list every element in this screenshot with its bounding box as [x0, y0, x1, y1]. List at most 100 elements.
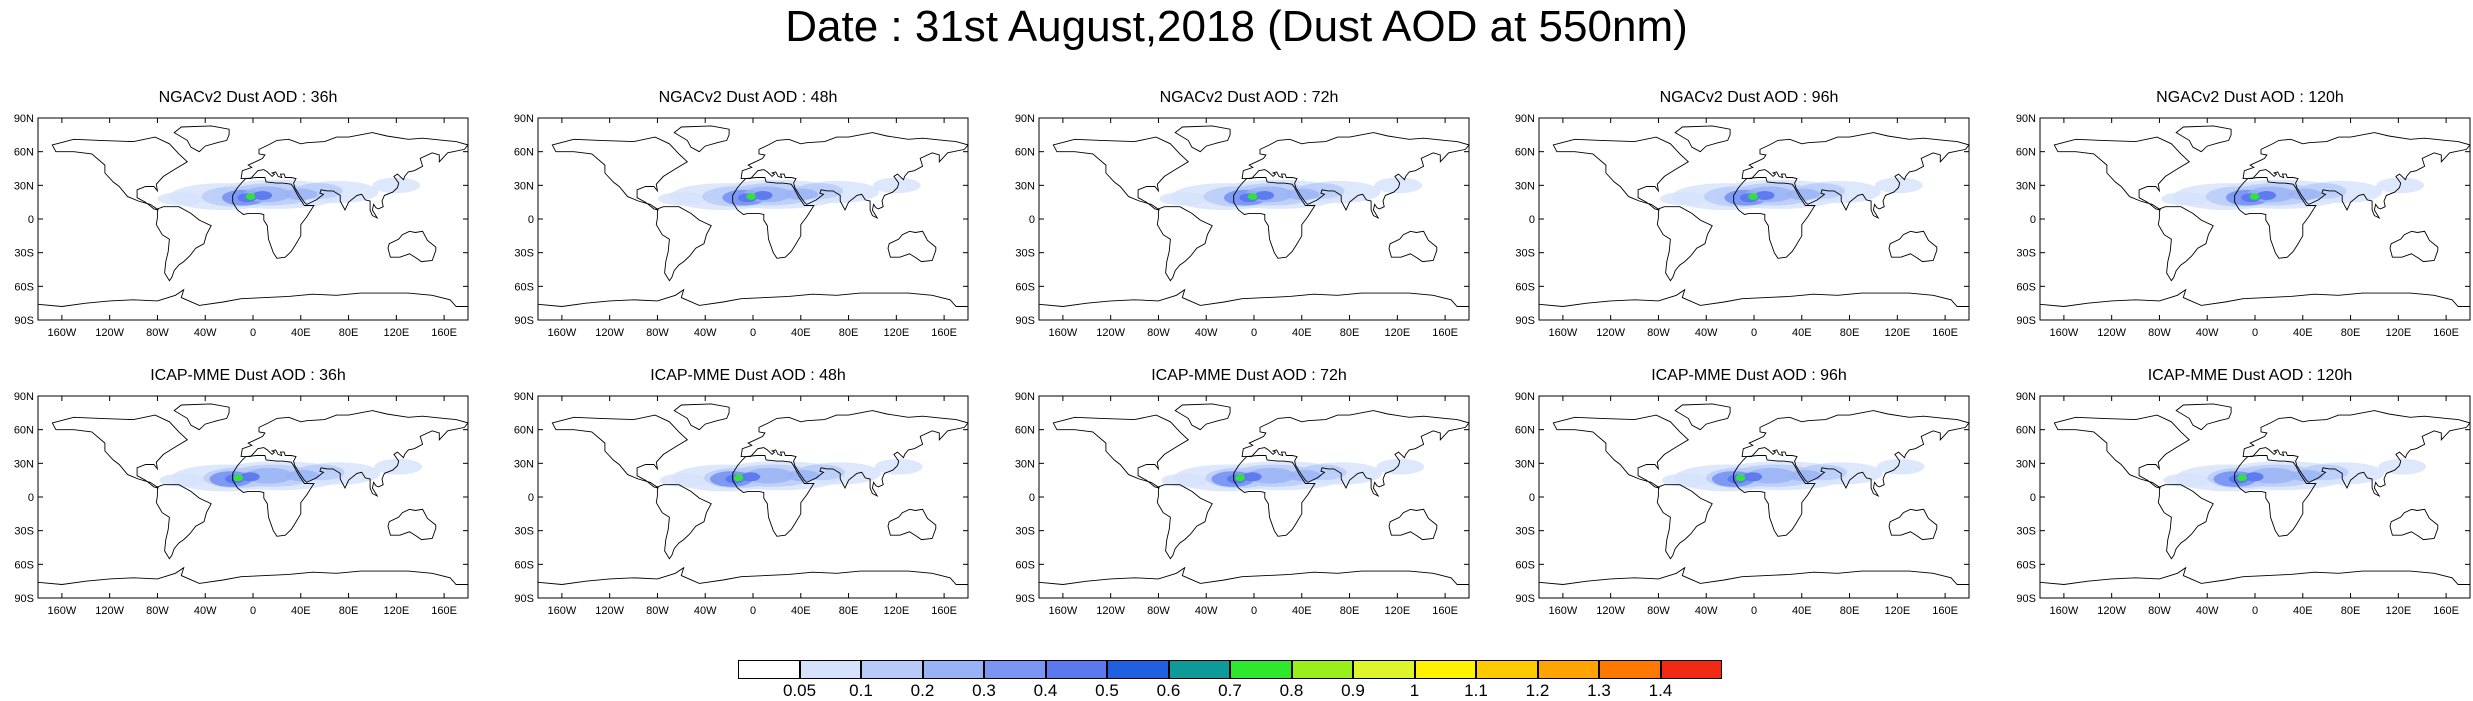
coastline	[655, 484, 712, 560]
dust-aod-blob	[1755, 190, 1775, 200]
lat-tick-label: 30S	[514, 526, 534, 538]
colorbar-label: 0.1	[849, 681, 873, 700]
coastline	[2242, 132, 2471, 219]
lon-tick-label: 80W	[1147, 605, 1170, 617]
dust-aod-blob	[1159, 192, 1208, 206]
lat-tick-label: 90N	[14, 113, 34, 125]
lat-tick-label: 30S	[2016, 248, 2036, 260]
lat-tick-label: 90N	[1515, 113, 1535, 125]
lon-tick-label: 120E	[883, 327, 909, 339]
colorbar-swatch	[1476, 660, 1538, 679]
map-plot: 90N 60N 30N 0 30S 60S 90S 160W 120W 80W 40W 0 40E 80E…	[14, 113, 469, 339]
lon-tick-label: 40W	[194, 327, 217, 339]
map-panel: ICAP-MME Dust AOD : 48h 90N 60N 30N 0 30S 60S 9…	[500, 367, 996, 617]
map-frame	[537, 395, 969, 599]
lon-tick-label: 80E	[2341, 327, 2361, 339]
lon-tick-label: 160W	[1049, 605, 1078, 617]
panel-title: ICAP-MME Dust AOD : 36h	[150, 367, 346, 384]
lon-tick-label: 40W	[694, 327, 717, 339]
dust-aod-blob	[1235, 474, 1245, 482]
dust-aod-blob	[233, 474, 243, 482]
dust-aod-blob	[285, 470, 320, 482]
map-frame	[1538, 117, 1970, 321]
lat-tick-label: 0	[28, 492, 34, 504]
lat-tick-label: 0	[528, 214, 534, 226]
coastline	[1656, 484, 1713, 560]
lat-tick-label: 60S	[2016, 559, 2036, 571]
map-panel: NGACv2 Dust AOD : 48h 90N 60N 30N 0 30S 60S 90S…	[500, 89, 996, 339]
coastline	[2053, 136, 2191, 211]
lon-tick-label: 120W	[1096, 605, 1125, 617]
colorbar-label: 1.2	[1525, 681, 1550, 700]
lon-tick-label: 120E	[1884, 605, 1910, 617]
colorbar-label: 0.5	[1095, 681, 1119, 700]
colorbar-swatch	[1537, 660, 1599, 679]
dust-field	[159, 458, 423, 492]
map-plot: 90N 60N 30N 0 30S 60S 90S 160W 120W 80W 40W 0 40E 80E…	[2016, 391, 2471, 617]
lat-tick-label: 60N	[2016, 147, 2036, 159]
lon-tick-label: 80E	[1840, 327, 1860, 339]
lon-tick-label: 160W	[1049, 327, 1078, 339]
lat-tick-label: 30N	[2016, 180, 2036, 192]
lat-tick-label: 90N	[2016, 113, 2036, 125]
dust-aod-blob	[1242, 472, 1262, 482]
coastline	[673, 125, 730, 153]
dust-field	[657, 177, 921, 211]
panel-title: ICAP-MME Dust AOD : 120h	[2147, 367, 2353, 384]
lat-tick-label: 60S	[2016, 281, 2036, 293]
map-plot: 90N 60N 30N 0 30S 60S 90S 160W 120W 80W 40W 0 40E 80E…	[514, 113, 969, 339]
antarctica-coastline	[1538, 288, 1969, 307]
lat-tick-label: 0	[1029, 492, 1035, 504]
lat-tick-label: 30N	[1515, 180, 1535, 192]
lat-tick-label: 90N	[1015, 113, 1035, 125]
map-plot: 90N 60N 30N 0 30S 60S 90S 160W 120W 80W 40W 0 40E 80E…	[1515, 391, 1970, 617]
lat-tick-label: 30S	[1015, 248, 1035, 260]
lon-tick-label: 160E	[931, 327, 957, 339]
lon-tick-label: 80W	[1647, 605, 1670, 617]
dust-aod-blob	[1743, 472, 1763, 482]
colorbar-swatch	[861, 660, 923, 679]
map-panel: NGACv2 Dust AOD : 96h 90N 60N 30N 0 30S 60S 90S…	[1501, 89, 1997, 339]
lat-tick-label: 90S	[1015, 315, 1035, 327]
lon-tick-label: 120E	[1384, 327, 1410, 339]
dust-aod-blob	[2378, 458, 2427, 475]
lat-tick-label: 30N	[514, 180, 534, 192]
lat-tick-label: 30S	[514, 248, 534, 260]
lat-tick-label: 30S	[14, 526, 34, 538]
coastline	[732, 455, 815, 537]
antarctica-coastline	[2039, 566, 2470, 585]
lat-tick-label: 90S	[2016, 315, 2036, 327]
coastline	[1888, 508, 1938, 541]
colorbar-swatch	[1168, 660, 1230, 679]
lat-tick-label: 60S	[514, 281, 534, 293]
lon-tick-label: 80W	[646, 605, 669, 617]
coastline	[387, 508, 437, 541]
dust-aod-blob	[1254, 190, 1275, 200]
lat-tick-label: 60S	[1515, 559, 1535, 571]
lon-tick-label: 120W	[95, 327, 124, 339]
lon-tick-label: 120W	[2097, 605, 2126, 617]
coastline	[1741, 410, 1970, 497]
lat-tick-label: 30S	[1015, 526, 1035, 538]
lat-tick-label: 30N	[14, 458, 34, 470]
lat-tick-label: 90S	[14, 593, 34, 605]
map-plot: 90N 60N 30N 0 30S 60S 90S 160W 120W 80W 40W 0 40E 80E…	[1015, 113, 1470, 339]
lon-tick-label: 0	[750, 605, 756, 617]
coastline	[155, 206, 212, 282]
dust-aod-blob	[2289, 470, 2324, 482]
lon-tick-label: 120E	[1384, 605, 1410, 617]
lat-tick-label: 90N	[514, 113, 534, 125]
lon-tick-label: 160W	[1549, 605, 1578, 617]
lon-tick-label: 0	[250, 605, 256, 617]
lat-tick-label: 60S	[1015, 559, 1035, 571]
map-frame	[537, 117, 969, 321]
antarctica-coastline	[537, 566, 968, 585]
dust-aod-blob	[374, 458, 423, 475]
coastline	[2389, 508, 2439, 541]
dust-aod-blob	[2237, 474, 2247, 482]
lat-tick-label: 60N	[2016, 425, 2036, 437]
coastline	[1241, 132, 1470, 219]
dust-field	[659, 458, 923, 492]
coastline	[1552, 136, 1690, 211]
colorbar-swatch	[1599, 660, 1661, 679]
